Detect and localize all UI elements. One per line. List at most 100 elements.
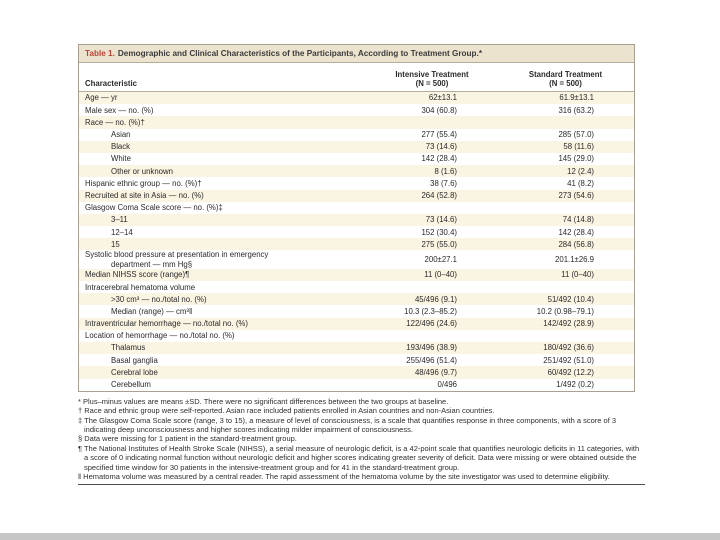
table-row: Location of hemorrhage — no./total no. (…	[79, 330, 634, 342]
table-row: Thalamus 193/496 (38.9) 180/492 (36.6)	[79, 341, 634, 355]
row-label: Hispanic ethnic group — no. (%)†	[85, 178, 202, 188]
bottom-rule	[78, 484, 645, 486]
standard-treatment-value: 316 (63.2)	[558, 105, 594, 115]
row-label: 12–14	[111, 227, 133, 237]
row-label: Location of hemorrhage — no./total no. (…	[85, 331, 235, 341]
table-row: White 142 (28.4) 145 (29.0)	[79, 153, 634, 165]
table-row: Other or unknown 8 (1.6) 12 (2.4)	[79, 165, 634, 178]
intensive-treatment-value: 8 (1.6)	[434, 166, 457, 176]
table-row: Male sex — no. (%) 304 (60.8) 316 (63.2)	[79, 104, 634, 116]
intensive-treatment-value: 45/496 (9.1)	[414, 294, 457, 304]
row-label: 15	[111, 239, 120, 249]
table-header-row: Characteristic Intensive Treatment (N = …	[79, 63, 634, 92]
standard-treatment-value: 41 (8.2)	[567, 178, 594, 188]
standard-treatment-value: 11 (0–40)	[561, 270, 594, 280]
table-row: Intracerebral hematoma volume	[79, 281, 634, 293]
row-label: Intracerebral hematoma volume	[85, 282, 196, 292]
footnote: ¶ The National Institutes of Health Stro…	[78, 443, 640, 472]
intensive-treatment-value: 264 (52.8)	[421, 190, 457, 200]
table-title-bar: Table 1. Demographic and Clinical Charact…	[79, 45, 634, 63]
table-body: Age — yr 62±13.1 61.9±13.1 Male sex — no. (…	[79, 92, 634, 391]
table-row: Age — yr 62±13.1 61.9±13.1	[79, 92, 634, 105]
row-label: Intraventricular hemorrhage — no./total …	[85, 319, 248, 329]
standard-treatment-value: 74 (14.8)	[562, 215, 594, 225]
row-label: 3–11	[111, 215, 128, 225]
table-row: Recruited at site in Asia — no. (%) 264 (…	[79, 189, 634, 202]
table-row: Median NIHSS score (range)¶ 11 (0–40) 11 (…	[79, 268, 634, 282]
standard-treatment-value: 284 (56.8)	[558, 239, 594, 249]
table-row: Black 73 (14.6) 58 (11.6)	[79, 140, 634, 153]
column-header-intensive: Intensive Treatment (N = 500)	[367, 70, 497, 88]
table-row: 15 275 (55.0) 284 (56.8)	[79, 238, 634, 251]
table-row: 12–14 152 (30.4) 142 (28.4)	[79, 226, 634, 238]
row-label: Age — yr	[85, 93, 118, 103]
intensive-treatment-value: 11 (0–40)	[424, 270, 457, 280]
standard-treatment-value: 10.2 (0.98–79.1)	[536, 306, 594, 316]
standard-header-line1: Standard Treatment	[528, 70, 603, 79]
standard-treatment-value: 201.1±26.9	[555, 255, 594, 265]
bottom-gray-strip	[0, 533, 720, 540]
row-label: Black	[111, 142, 131, 152]
table-frame: Table 1. Demographic and Clinical Charact…	[78, 44, 635, 392]
intensive-treatment-value: 10.3 (2.3–85.2)	[404, 306, 457, 316]
table-row: Hispanic ethnic group — no. (%)† 38 (7.6)…	[79, 177, 634, 189]
intensive-treatment-value: 48/496 (9.7)	[414, 367, 457, 377]
standard-header-line2: (N = 500)	[549, 79, 582, 88]
intensive-header-line2: (N = 500)	[415, 79, 449, 88]
intensive-treatment-value: 277 (55.4)	[421, 130, 457, 140]
intensive-treatment-value: 38 (7.6)	[430, 178, 457, 188]
footnote: ‖ Hematoma volume was measured by a cent…	[78, 471, 610, 481]
row-label: Basal ganglia	[111, 355, 158, 365]
footnote: * Plus–minus values are means ±SD. There…	[78, 396, 449, 406]
table-footnotes: * Plus–minus values are means ±SD. There…	[78, 397, 645, 482]
table-row: Race — no. (%)†	[79, 116, 634, 129]
intensive-treatment-value: 152 (30.4)	[421, 227, 457, 237]
row-label: Other or unknown	[111, 166, 173, 176]
table-row: Basal ganglia 255/496 (51.4) 251/492 (51.0…	[79, 354, 634, 366]
row-label: White	[111, 154, 131, 164]
intensive-treatment-value: 304 (60.8)	[421, 105, 457, 115]
row-label: Median NIHSS score (range)¶	[85, 270, 190, 280]
row-label: Asian	[111, 130, 131, 140]
standard-treatment-value: 1/492 (0.2)	[556, 380, 594, 390]
row-label: Median (range) — cm³‖	[111, 306, 193, 316]
intensive-treatment-value: 73 (14.6)	[425, 215, 457, 225]
table-row: Median (range) — cm³‖ 10.3 (2.3–85.2) 10.2…	[79, 305, 634, 317]
standard-treatment-value: 251/492 (51.0)	[543, 355, 594, 365]
standard-treatment-value: 58 (11.6)	[563, 142, 594, 152]
row-label: Cerebellum	[111, 380, 151, 390]
standard-treatment-value: 12 (2.4)	[567, 166, 594, 176]
footnote: § Data were missing for 1 patient in the…	[78, 434, 297, 444]
standard-treatment-value: 285 (57.0)	[558, 130, 594, 140]
standard-treatment-value: 142 (28.4)	[558, 227, 594, 237]
standard-treatment-value: 61.9±13.1	[559, 93, 594, 103]
row-label: Recruited at site in Asia — no. (%)	[85, 190, 204, 200]
row-label: Thalamus	[111, 343, 146, 353]
column-header-standard: Standard Treatment (N = 500)	[497, 70, 634, 88]
intensive-treatment-value: 122/496 (24.6)	[406, 319, 457, 329]
row-label: Systolic blood pressure at presentation …	[85, 250, 269, 269]
standard-treatment-value: 273 (54.6)	[558, 190, 594, 200]
table-row: Glasgow Coma Scale score — no. (%)‡	[79, 202, 634, 214]
footnote: † Race and ethnic group were self-report…	[78, 406, 495, 416]
intensive-treatment-value: 0/496	[437, 380, 457, 390]
table-row: Asian 277 (55.4) 285 (57.0)	[79, 129, 634, 141]
intensive-treatment-value: 62±13.1	[428, 93, 457, 103]
table-row: Cerebellum 0/496 1/492 (0.2)	[79, 379, 634, 391]
standard-treatment-value: 60/492 (12.2)	[547, 367, 594, 377]
standard-treatment-value: 51/492 (10.4)	[547, 294, 594, 304]
intensive-treatment-value: 255/496 (51.4)	[406, 355, 457, 365]
table-row: Cerebral lobe 48/496 (9.7) 60/492 (12.2)	[79, 366, 634, 379]
row-label: Race — no. (%)†	[85, 117, 145, 127]
table-1-figure: Table 1. Demographic and Clinical Charact…	[78, 44, 645, 486]
standard-treatment-value: 145 (29.0)	[558, 154, 594, 164]
table-title-text: Demographic and Clinical Characteristics…	[117, 49, 483, 58]
footnote: ‡ The Glasgow Coma Scale score (range, 3…	[78, 415, 617, 434]
intensive-header-line1: Intensive Treatment	[395, 70, 469, 79]
intensive-treatment-value: 142 (28.4)	[421, 154, 457, 164]
standard-treatment-value: 142/492 (28.9)	[543, 319, 594, 329]
table-row: 3–11 73 (14.6) 74 (14.8)	[79, 213, 634, 227]
column-header-characteristic: Characteristic	[85, 79, 138, 88]
row-label: Glasgow Coma Scale score — no. (%)‡	[85, 203, 223, 213]
